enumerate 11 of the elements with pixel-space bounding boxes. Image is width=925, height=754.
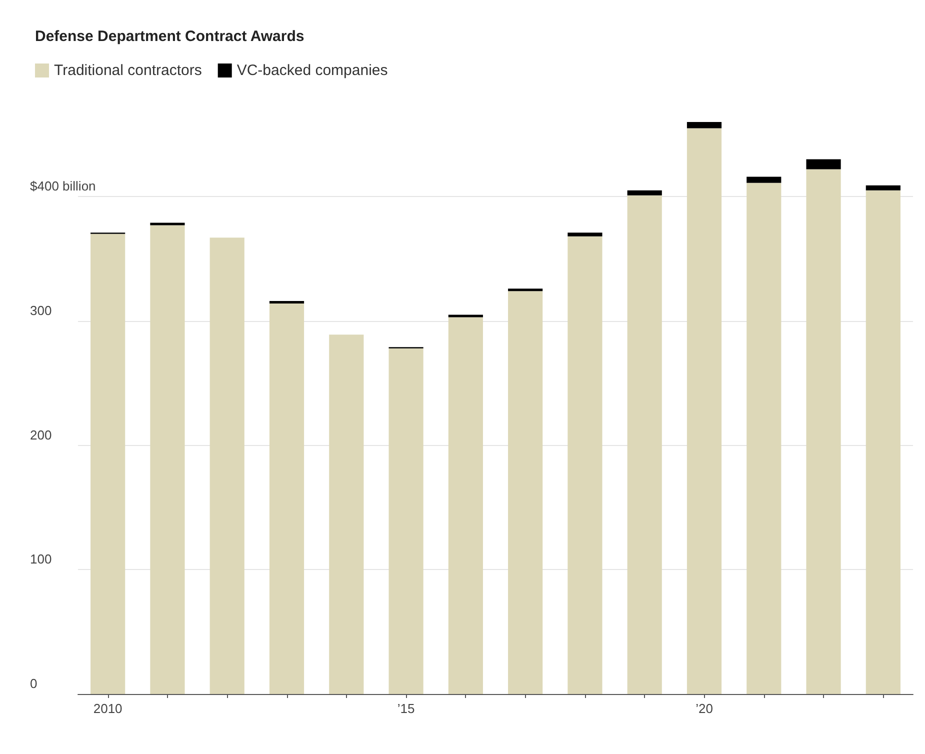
- y-tick-label: 0: [30, 676, 38, 691]
- y-tick-label: 200: [30, 427, 52, 442]
- legend-label: Traditional contractors: [54, 62, 202, 79]
- legend-label: VC-backed companies: [236, 62, 388, 79]
- chart-title: Defense Department Contract Awards: [35, 28, 304, 45]
- y-tick-label: 100: [30, 552, 52, 567]
- x-tick-label: 2010: [93, 701, 122, 716]
- x-tick-label: ’20: [696, 701, 713, 716]
- x-tick-label: ’15: [397, 701, 415, 716]
- y-tick-label: $400 billion: [30, 178, 96, 194]
- y-tick-label: 300: [30, 302, 52, 318]
